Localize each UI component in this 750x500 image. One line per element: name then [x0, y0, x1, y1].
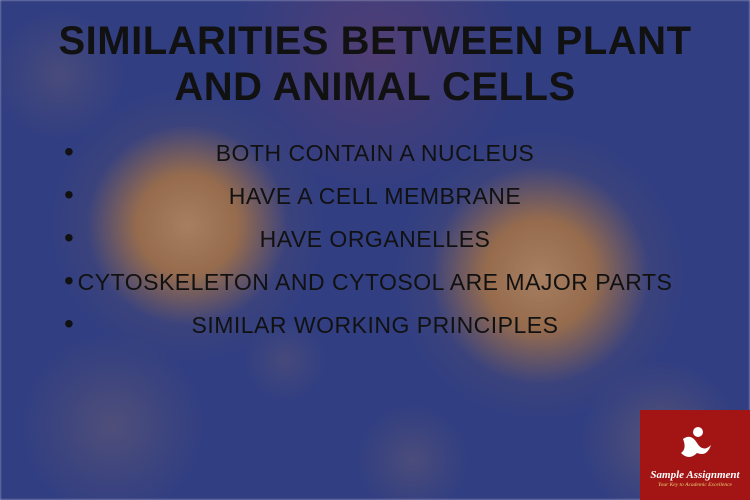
logo-figure-icon: [671, 423, 719, 467]
brand-logo: Sample Assignment Your Key to Academic E…: [640, 410, 750, 500]
list-item: HAVE ORGANELLES: [50, 226, 700, 253]
list-item: CYTOSKELETON AND CYTOSOL ARE MAJOR PARTS: [50, 269, 700, 296]
logo-brand-text: Sample Assignment: [650, 469, 739, 481]
list-item: BOTH CONTAIN A NUCLEUS: [50, 140, 700, 167]
content-region: SIMILARITIES BETWEEN PLANT AND ANIMAL CE…: [0, 0, 750, 500]
similarities-list: BOTH CONTAIN A NUCLEUS HAVE A CELL MEMBR…: [40, 140, 710, 339]
page-title: SIMILARITIES BETWEEN PLANT AND ANIMAL CE…: [40, 18, 710, 110]
logo-tagline-text: Your Key to Academic Excellence: [658, 482, 732, 488]
list-item: SIMILAR WORKING PRINCIPLES: [50, 312, 700, 339]
list-item: HAVE A CELL MEMBRANE: [50, 183, 700, 210]
